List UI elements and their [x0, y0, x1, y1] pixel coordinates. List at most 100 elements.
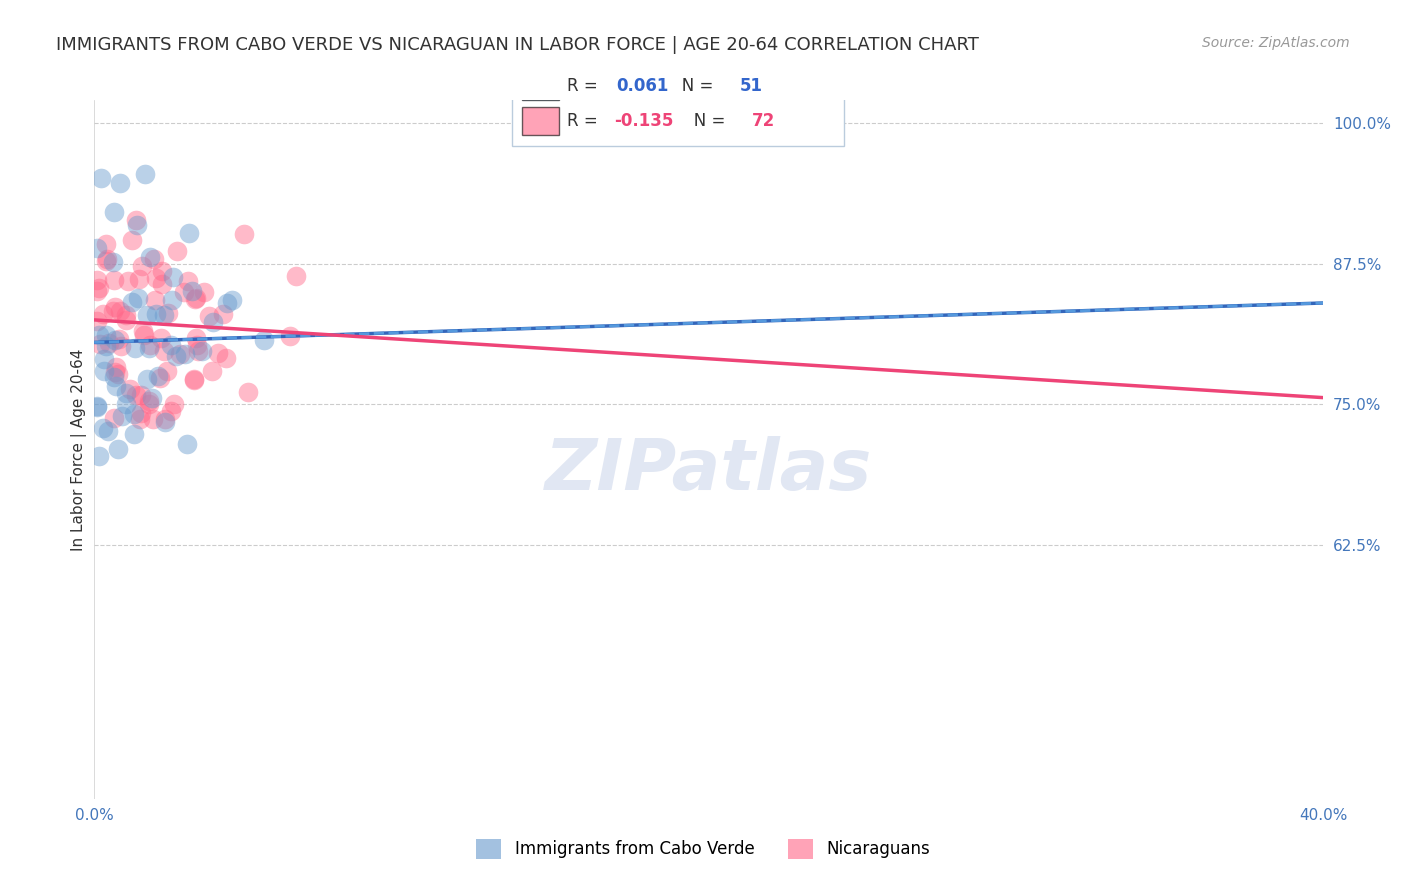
- Point: [86, 314, 108, 328]
- Point: [115, 312, 138, 326]
- Point: [118, 382, 141, 396]
- Point: [153, 415, 176, 429]
- Point: [132, 324, 155, 338]
- Point: [285, 269, 308, 284]
- Point: [125, 213, 148, 227]
- Point: [93, 352, 115, 367]
- Point: [193, 285, 215, 299]
- Point: [93, 364, 115, 378]
- Point: [187, 344, 209, 359]
- Point: [138, 341, 160, 355]
- Text: N =: N =: [678, 112, 731, 130]
- Point: [184, 330, 207, 344]
- Point: [183, 372, 205, 386]
- Point: [180, 285, 202, 299]
- Point: [183, 373, 205, 387]
- Point: [138, 397, 160, 411]
- Point: [121, 295, 143, 310]
- FancyBboxPatch shape: [512, 62, 844, 145]
- Point: [124, 341, 146, 355]
- Point: [153, 343, 176, 358]
- Point: [233, 227, 256, 242]
- Point: [142, 412, 165, 426]
- Point: [117, 274, 139, 288]
- Point: [127, 291, 149, 305]
- Point: [97, 425, 120, 439]
- Point: [101, 303, 124, 318]
- Point: [115, 386, 138, 401]
- Point: [160, 293, 183, 307]
- FancyBboxPatch shape: [522, 72, 558, 100]
- Point: [110, 339, 132, 353]
- Point: [114, 397, 136, 411]
- Point: [86, 284, 108, 298]
- Point: [131, 259, 153, 273]
- Point: [108, 332, 131, 346]
- Point: [90, 171, 112, 186]
- Point: [94, 236, 117, 251]
- Point: [143, 293, 166, 307]
- Point: [278, 328, 301, 343]
- Point: [104, 378, 127, 392]
- Point: [177, 274, 200, 288]
- Point: [149, 331, 172, 345]
- Point: [103, 273, 125, 287]
- Point: [89, 337, 111, 351]
- FancyBboxPatch shape: [522, 107, 558, 135]
- Point: [89, 449, 111, 463]
- Point: [186, 291, 208, 305]
- Text: 72: 72: [752, 112, 775, 130]
- Point: [104, 300, 127, 314]
- Point: [104, 360, 127, 375]
- Point: [152, 308, 174, 322]
- Point: [238, 384, 260, 399]
- Point: [207, 346, 229, 360]
- Point: [173, 285, 195, 299]
- Point: [215, 295, 238, 310]
- Point: [156, 363, 179, 377]
- Point: [197, 309, 219, 323]
- Point: [190, 344, 212, 359]
- Point: [86, 399, 108, 413]
- Text: 0.061: 0.061: [617, 78, 669, 95]
- Point: [177, 226, 200, 240]
- Text: R =: R =: [568, 112, 603, 130]
- Point: [121, 233, 143, 247]
- Text: R =: R =: [568, 78, 603, 95]
- Point: [108, 303, 131, 318]
- Text: IMMIGRANTS FROM CABO VERDE VS NICARAGUAN IN LABOR FORCE | AGE 20-64 CORRELATION : IMMIGRANTS FROM CABO VERDE VS NICARAGUAN…: [56, 36, 979, 54]
- Point: [129, 406, 152, 420]
- Point: [132, 327, 155, 342]
- Point: [169, 347, 191, 361]
- Point: [115, 308, 138, 322]
- Point: [150, 277, 173, 291]
- Point: [165, 349, 187, 363]
- Point: [97, 336, 120, 351]
- Point: [184, 293, 207, 307]
- Point: [166, 244, 188, 259]
- Point: [141, 391, 163, 405]
- Point: [149, 371, 172, 385]
- Point: [107, 442, 129, 457]
- Point: [107, 367, 129, 381]
- Point: [145, 307, 167, 321]
- Point: [155, 412, 177, 426]
- Text: Source: ZipAtlas.com: Source: ZipAtlas.com: [1202, 36, 1350, 50]
- Point: [103, 255, 125, 269]
- Point: [91, 421, 114, 435]
- Point: [136, 308, 159, 322]
- Point: [211, 306, 233, 320]
- Point: [94, 254, 117, 268]
- Point: [163, 397, 186, 411]
- Point: [96, 252, 118, 266]
- Point: [86, 273, 108, 287]
- Point: [173, 347, 195, 361]
- Point: [134, 167, 156, 181]
- Point: [159, 338, 181, 352]
- Point: [86, 400, 108, 414]
- Point: [186, 337, 208, 351]
- Y-axis label: In Labor Force | Age 20-64: In Labor Force | Age 20-64: [72, 348, 87, 550]
- Point: [138, 250, 160, 264]
- Point: [156, 306, 179, 320]
- Point: [87, 280, 110, 294]
